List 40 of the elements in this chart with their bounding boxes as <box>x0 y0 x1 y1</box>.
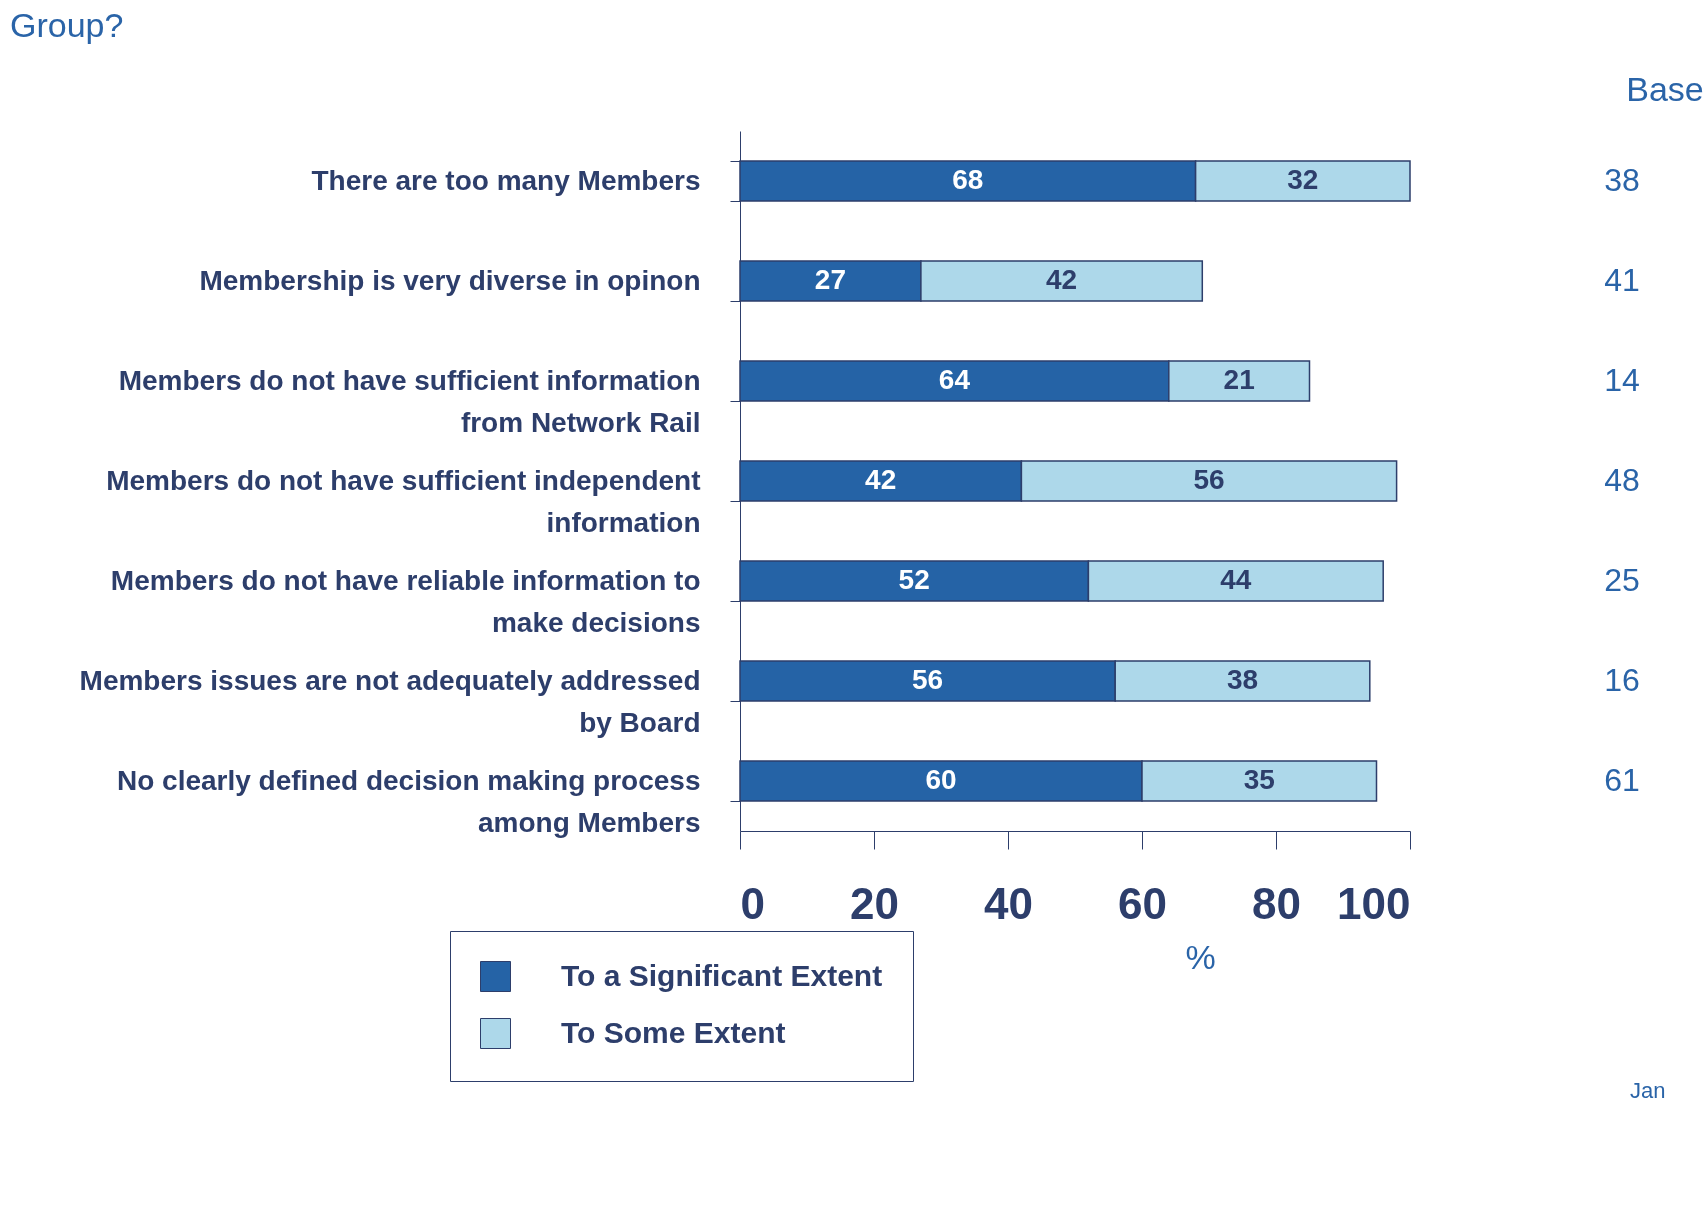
text: 25 <box>1604 562 1640 598</box>
text: 16 <box>1604 662 1640 698</box>
text: 61 <box>1604 762 1640 798</box>
data-label: 38 <box>1226 664 1259 695</box>
data-label: 21 <box>1223 364 1255 395</box>
x-tick-label: 80 <box>1252 878 1301 928</box>
legend-label: To Some Extent <box>561 1015 786 1049</box>
x-tick-label: 40 <box>984 878 1033 928</box>
data-label: 27 <box>814 264 847 295</box>
data-label: 42 <box>1046 264 1078 295</box>
text: 48 <box>1604 462 1640 498</box>
x-tick-label: 60 <box>1118 878 1167 928</box>
text: 38 <box>1604 162 1640 198</box>
data-label: 56 <box>1193 464 1225 495</box>
y-tick-label: Members issues are not adequately addressed by Board <box>79 664 701 738</box>
text: 14 <box>1604 362 1640 398</box>
y-tick-label: No clearly defined decision making process among Members <box>116 764 701 838</box>
legend-label: To a Significant Extent <box>561 958 883 992</box>
data-label: 35 <box>1243 764 1275 795</box>
data-label: 42 <box>865 464 897 495</box>
text: 41 <box>1604 262 1640 298</box>
y-tick-label: Members do not have sufficient independent information <box>106 464 701 538</box>
data-label: 52 <box>898 564 930 595</box>
x-axis-title: % <box>1185 937 1216 976</box>
x-tick-label: 20 <box>850 878 899 928</box>
x-tick-label: 0 <box>740 878 765 928</box>
text: Base <box>1626 70 1704 108</box>
text: Jan <box>1630 1078 1666 1103</box>
text: Group? <box>10 6 124 44</box>
y-tick-label: Membership is very diverse in opinon <box>199 264 701 296</box>
data-label: 64 <box>938 364 971 395</box>
data-label: 44 <box>1220 564 1252 595</box>
y-tick-label: Members do not have sufficient information from Network Rail <box>118 364 701 438</box>
x-tick-label: 100 <box>1337 878 1411 928</box>
data-label: 68 <box>952 164 984 195</box>
data-label: 60 <box>925 764 957 795</box>
y-tick-label: Members do not have reliable information to make decisions <box>110 564 701 638</box>
y-tick-label: There are too many Members <box>311 164 701 196</box>
data-label: 32 <box>1287 164 1319 195</box>
data-label: 56 <box>912 664 944 695</box>
